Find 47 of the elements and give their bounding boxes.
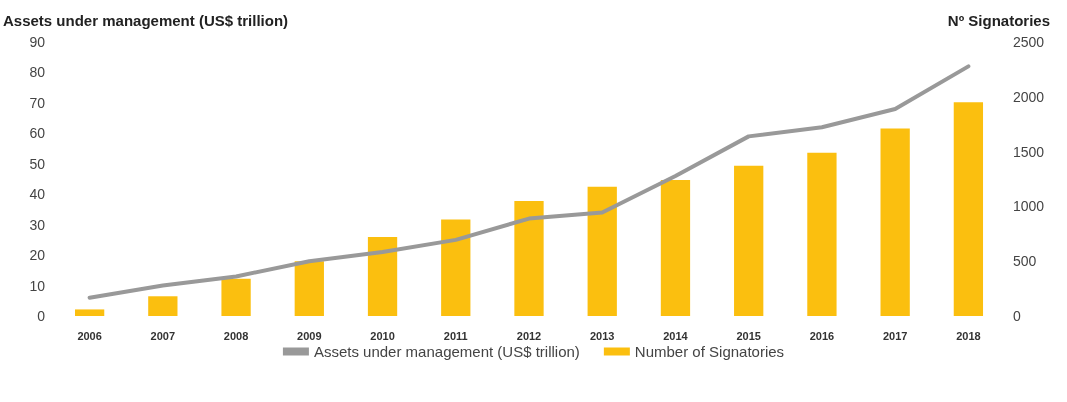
x-tick-label: 2010 — [370, 329, 395, 342]
bar — [367, 237, 398, 316]
y2-tick-label: 1500 — [1013, 143, 1045, 160]
y-tick-label: 40 — [29, 186, 46, 203]
y2-tick-label: 2000 — [1013, 88, 1045, 105]
bar — [294, 261, 324, 316]
y2-tick-label: 0 — [1013, 308, 1021, 324]
legend-label: Assets under management (US$ trillion) — [313, 343, 580, 360]
x-tick-label: 2006 — [77, 329, 102, 342]
y-tick-label: 30 — [29, 216, 46, 233]
bar — [74, 309, 105, 316]
bar — [807, 152, 837, 316]
x-tick-label: 2014 — [663, 329, 689, 342]
bar — [148, 296, 178, 316]
y-tick-label: 0 — [37, 308, 46, 324]
line-series — [87, 64, 971, 300]
x-tick-label: 2011 — [443, 329, 468, 342]
y-tick-label: 70 — [29, 94, 46, 111]
x-tick-label: 2013 — [589, 329, 615, 342]
y2-tick-label: 500 — [1013, 253, 1037, 270]
y-tick-label: 10 — [29, 277, 46, 294]
x-tick-label: 2009 — [297, 329, 322, 342]
x-tick-label: 2015 — [736, 329, 761, 342]
y-axis-title: Assets under management (US$ trillion) — [3, 12, 289, 29]
y-tick-label: 50 — [29, 155, 46, 172]
y-tick-label: 80 — [29, 64, 46, 81]
y2-tick-label: 1000 — [1013, 198, 1045, 215]
y-tick-label: 60 — [29, 125, 46, 142]
bar — [221, 278, 251, 316]
y2-tick-label: 2500 — [1013, 34, 1045, 50]
bar — [953, 102, 984, 316]
x-tick-label: 2012 — [516, 329, 542, 342]
x-tick-label: 2018 — [956, 329, 981, 342]
legend-label: Number of Signatories — [634, 343, 785, 360]
x-tick-label: 2016 — [809, 329, 835, 342]
bar — [441, 219, 471, 316]
x-tick-label: 2007 — [150, 329, 176, 342]
bar — [880, 128, 910, 316]
y-tick-label: 90 — [29, 34, 46, 50]
bar — [660, 180, 691, 316]
x-tick-label: 2017 — [882, 329, 908, 342]
bar — [734, 165, 764, 316]
x-tick-label: 2008 — [223, 329, 249, 342]
y2-axis-title: Nº Signatories — [947, 12, 1050, 29]
bar — [587, 186, 617, 316]
y-tick-label: 20 — [29, 247, 46, 264]
bar — [514, 200, 544, 316]
